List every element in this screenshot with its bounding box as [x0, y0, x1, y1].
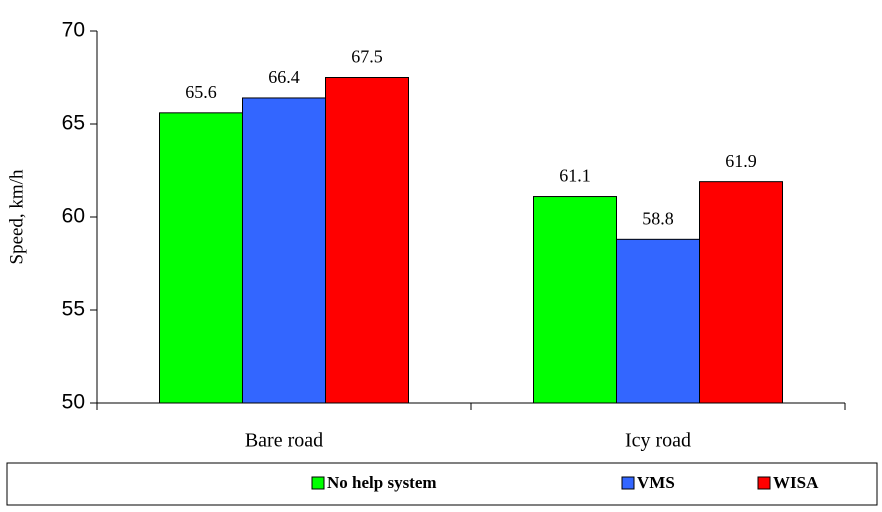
- legend-swatch: [757, 476, 771, 490]
- bar: [159, 112, 243, 404]
- legend: [6, 462, 878, 506]
- y-tick-label: 70: [62, 19, 85, 42]
- value-label: 67.5: [351, 47, 383, 67]
- bar: [699, 181, 783, 404]
- legend-swatch: [311, 476, 325, 490]
- bar: [325, 77, 409, 404]
- legend-swatch: [621, 476, 635, 490]
- value-label: 66.4: [268, 67, 300, 87]
- y-tick-label: 50: [62, 391, 85, 414]
- legend-label: WISA: [773, 473, 819, 492]
- legend-label: VMS: [637, 473, 675, 492]
- bar: [533, 196, 617, 404]
- bar: [242, 97, 326, 404]
- value-label: 65.6: [185, 82, 217, 102]
- value-label: 58.8: [642, 208, 674, 228]
- value-label: 61.9: [725, 151, 757, 171]
- x-tick-label: Bare road: [245, 430, 323, 452]
- y-tick-label: 60: [62, 205, 85, 228]
- y-axis-label: Speed, km/h: [6, 169, 27, 264]
- x-tick-label: Icy road: [625, 430, 691, 452]
- y-tick-label: 65: [62, 112, 85, 135]
- bar: [616, 238, 700, 404]
- y-tick-label: 55: [62, 298, 85, 321]
- legend-label: No help system: [327, 473, 437, 492]
- value-label: 61.1: [559, 166, 591, 186]
